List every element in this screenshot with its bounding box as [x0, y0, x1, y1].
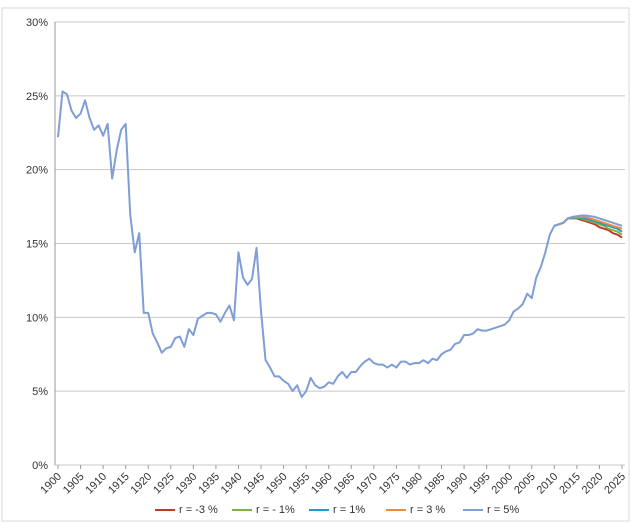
- chart-frame: [1, 7, 630, 522]
- legend-label: r = - 1%: [256, 504, 295, 516]
- y-tick-label: 5%: [32, 386, 48, 398]
- series-line: [57, 90, 623, 399]
- y-tick-label: 15%: [26, 239, 48, 251]
- legend-label: r = 1%: [333, 504, 365, 516]
- legend-label: r = -3 %: [179, 504, 218, 516]
- y-tick-label: 25%: [26, 91, 48, 103]
- y-tick-label: 30%: [26, 17, 48, 29]
- legend-label: r = 3 %: [410, 504, 445, 516]
- y-tick-label: 20%: [26, 165, 48, 177]
- y-tick-label: 0%: [32, 460, 48, 472]
- y-tick-label: 10%: [26, 312, 48, 324]
- legend-label: r = 5%: [487, 504, 519, 516]
